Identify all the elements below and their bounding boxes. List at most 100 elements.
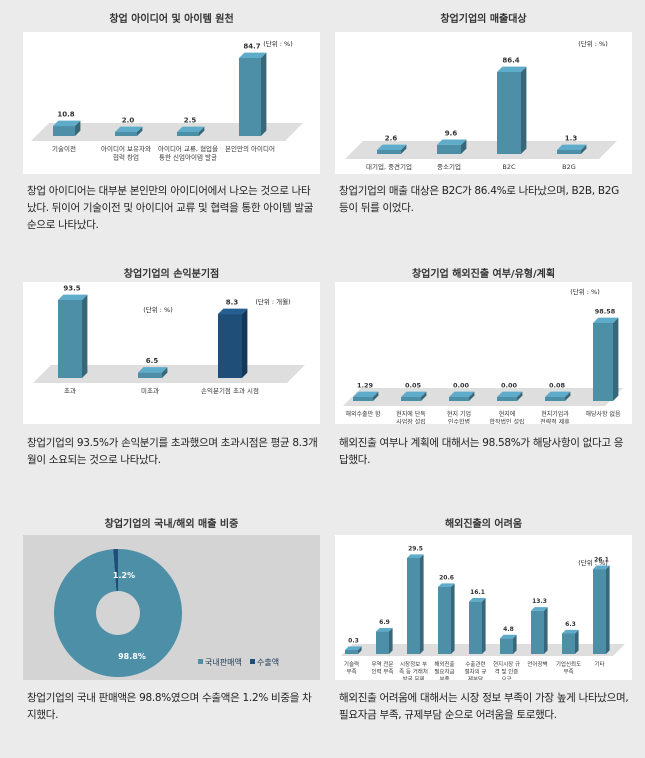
bar-top [497,391,523,397]
bar [562,633,575,654]
category-label: 수출관련 [465,660,485,668]
category-label: 필요자금 [434,668,454,676]
bar-top [531,607,548,611]
bar [469,601,482,654]
bar-top [138,367,168,373]
category-label: 아이디어 교류, 협업을 [158,144,218,153]
bar [53,126,75,136]
bar-top [376,627,393,632]
bar-side [358,646,362,654]
data-label: 29.5 [408,545,423,552]
bar-side [521,66,527,154]
bar-top [239,52,267,58]
bar [138,372,162,378]
bar [497,72,521,154]
bar [177,132,199,136]
bar-top [497,66,527,72]
bar-top [469,598,486,602]
bar [377,150,401,154]
unit-label: (단위 : %) [578,39,608,48]
chart-title: 창업기업의 국내/해외 매출 비중 [104,519,239,530]
category-label: 본인만의 아이디어 [225,144,275,153]
data-label: 26.1 [594,556,609,563]
data-label: 1.2% [113,571,135,580]
bar-side [451,583,455,654]
bar [593,569,606,654]
category-label: 인수합병 [448,418,470,424]
category-label: 언어장벽 [527,660,547,668]
category-label: 초과 [64,386,76,395]
category-label: 부족 [439,676,449,680]
bar-top [437,139,467,145]
data-label: 0.00 [501,382,518,390]
category-label: 기타 [594,660,604,668]
category-label: 전략적 제휴 [540,418,570,424]
bar-top [58,294,88,300]
bar [497,397,517,401]
unit-label: (단위 : 개월) [255,297,290,306]
category-label: B2G [562,163,576,171]
chart-caption: 창업기업의 93.5%가 손익분기를 초과했으며 초과시점은 평균 8.3개월이… [27,437,318,466]
bar-side [565,391,571,401]
data-label: 1.29 [357,382,374,390]
bar [345,650,358,654]
category-label: 격 및 인증 [495,669,519,676]
chart-title: 창업기업의 손익분기점 [123,269,220,280]
bar [531,610,544,654]
category-label: 아이디어 보유자와 [101,144,151,153]
bar-side [242,308,248,378]
bar-top [353,391,379,397]
bar-top [500,634,517,639]
bar [115,132,137,136]
bar-top [53,120,81,127]
unit-label: (단위 : %) [578,558,608,567]
category-label: B2C [502,163,516,171]
category-label: 사업장 설립 [396,418,426,424]
bar-top [377,144,407,150]
category-label: 현지기업과 [541,410,569,418]
chart-panel: (단위 : %) 10.8 기술이전 2.0 아이디어 보유자와 협력 창업 2.5 아이디어… [23,32,320,174]
bar-side [421,391,427,401]
legend-swatch [250,659,255,664]
category-label: 해당사항 없음 [585,410,621,418]
data-label: 6.5 [146,357,159,365]
chart-panel: (단위 : %) 2.6 대기업, 중견기업 9.6 중소기업 86.4 B2C 1.3 B2G [335,32,632,174]
bar-side [482,598,486,654]
chart-panel: (단위 : %) (단위 : 개월) 93.5 초과 6.5 미초과 8.3 손익분기점 초과… [23,282,320,424]
bar-chart: (단위 : %) 2.6 대기업, 중견기업 9.6 중소기업 86.4 B2C 1.3 B2G [345,39,617,171]
bar-top [407,554,424,558]
bar-top [438,583,455,587]
bar-top [593,565,610,570]
data-label: 98.8% [118,652,146,661]
bar-top [115,126,143,132]
chart-panel: 1.2% 98.8% 국내판매액 수출액 [23,535,320,680]
pie-slice [113,549,118,592]
bar-side [389,627,393,654]
bar-side [401,144,407,154]
bar [438,586,451,654]
category-label: 해외진출 [434,660,454,668]
category-label: 손익분기점 초과 시점 [201,386,259,395]
category-label: 기술력 [344,660,359,668]
data-label: 6.9 [379,619,390,626]
bar-side [420,554,424,654]
section-breakeven: 창업기업의 손익분기점 (단위 : %) (단위 : 개월) 93.5 초과 6.5 미초… [23,255,320,485]
section-overseas: 창업기업 해외진출 여부/유형/계획 (단위 : %) 1.29 해외수출만 함 0.… [335,255,632,485]
chart-title: 창업기업의 매출대상 [440,14,527,25]
pie-slice [53,549,182,677]
bar-top [562,629,579,634]
bar-top [218,308,248,315]
bar-side [469,391,475,401]
legend-swatch [198,659,203,664]
category-label: 족 등 거래처 [399,668,428,676]
bar-side [199,126,205,136]
category-label: 중소기업 [437,162,461,171]
bar-side [517,391,523,401]
category-label: 통한 신업아이템 발굴 [159,153,217,162]
data-label: 2.5 [184,117,197,125]
bar-side [461,139,467,154]
category-label: 합작법인 설립 [489,418,524,424]
